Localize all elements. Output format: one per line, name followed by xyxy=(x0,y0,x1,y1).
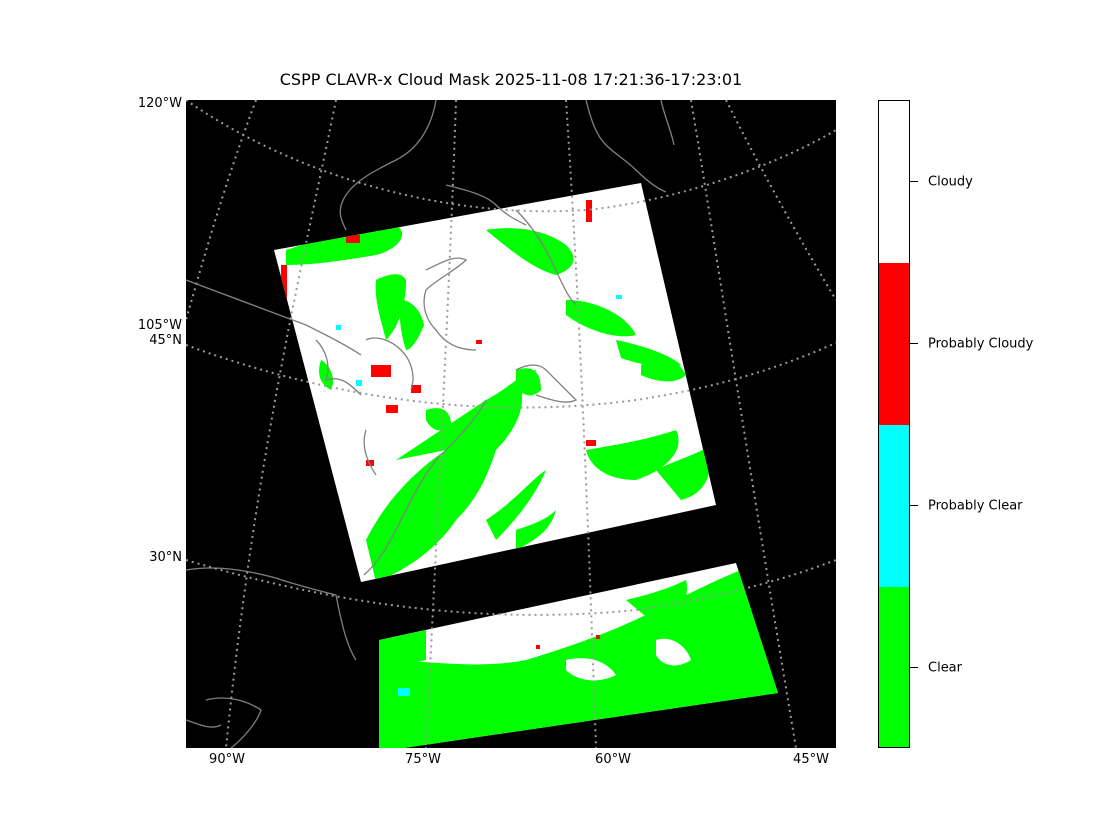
map-canvas[interactable] xyxy=(186,100,836,748)
lon-label-90w: 90°W xyxy=(209,752,245,767)
lon-label-45w: 45°W xyxy=(793,752,829,767)
map-panel[interactable] xyxy=(186,100,836,748)
colorbar-segment-probably-cloudy xyxy=(879,263,909,425)
lon-label-105w: 105°W xyxy=(137,318,182,333)
colorbar-label-probably-clear: Probably Clear xyxy=(928,498,1023,514)
map-title: CSPP CLAVR-x Cloud Mask 2025-11-08 17:21… xyxy=(279,70,743,89)
colorbar-tick-cloudy xyxy=(910,181,918,182)
lon-label-120w: 120°W xyxy=(137,96,182,111)
colorbar-label-clear: Clear xyxy=(928,660,962,676)
colorbar-tick-clear xyxy=(910,667,918,668)
swath-south xyxy=(379,563,778,748)
lon-label-60w: 60°W xyxy=(595,752,631,767)
coastlines xyxy=(186,100,675,748)
colorbar-tick-probably-clear xyxy=(910,505,918,506)
colorbar xyxy=(878,100,910,748)
colorbar-segment-probably-clear xyxy=(879,425,909,587)
lon-label-75w: 75°W xyxy=(405,752,441,767)
lat-label-45n: 45°N xyxy=(149,333,182,348)
colorbar-label-probably-cloudy: Probably Cloudy xyxy=(928,336,1034,352)
graticule xyxy=(186,100,836,748)
lat-label-30n: 30°N xyxy=(149,550,182,565)
colorbar-label-cloudy: Cloudy xyxy=(928,174,973,190)
colorbar-segment-clear xyxy=(879,587,909,747)
swath-north xyxy=(274,183,716,582)
colorbar-tick-probably-cloudy xyxy=(910,343,918,344)
colorbar-segment-cloudy xyxy=(879,101,909,263)
